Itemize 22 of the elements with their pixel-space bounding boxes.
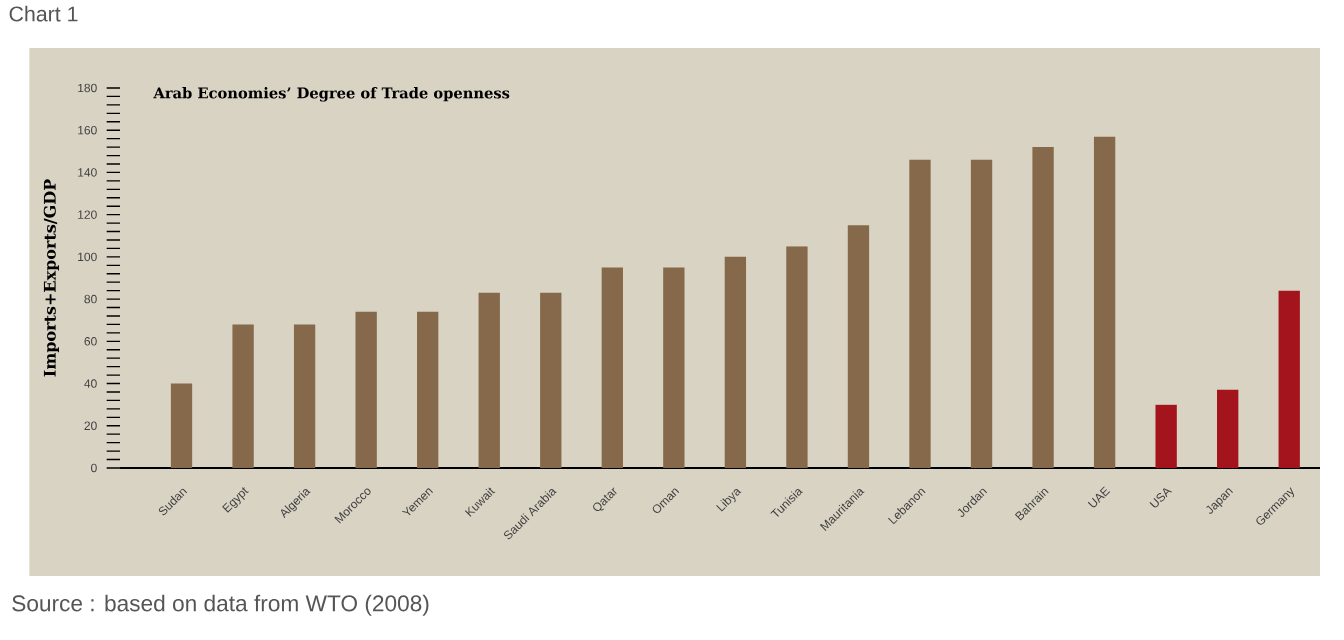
bar (1217, 389, 1239, 468)
bar (1155, 404, 1177, 468)
bar (417, 311, 439, 468)
y-axis-title: Imports+Exports/GDP (43, 179, 59, 377)
bar (847, 225, 870, 468)
bar (1278, 290, 1300, 468)
bar (478, 292, 500, 468)
bar (724, 256, 747, 468)
bar (909, 159, 931, 468)
bar (170, 383, 193, 468)
bar (786, 246, 808, 468)
bar (293, 324, 316, 468)
chart-title: Chart 1 (9, 5, 78, 22)
bar (540, 292, 562, 468)
bar (970, 159, 993, 468)
bar (1032, 147, 1054, 468)
source-note: Source : based on data from WTO (2008) (12, 594, 429, 616)
bar (1093, 136, 1116, 468)
bar (663, 267, 685, 468)
bar (601, 267, 623, 468)
bar (232, 324, 254, 468)
bar (355, 311, 377, 468)
